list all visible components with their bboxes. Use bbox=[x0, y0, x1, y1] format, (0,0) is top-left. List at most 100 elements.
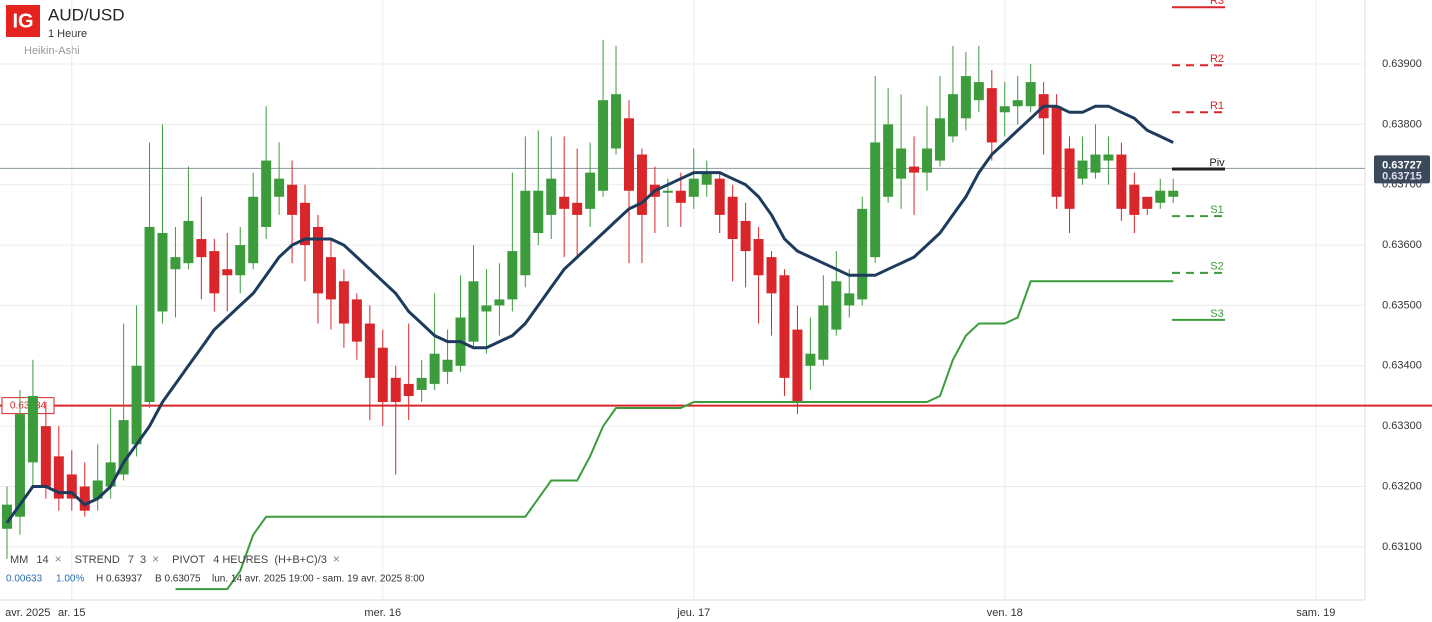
candle-body bbox=[792, 329, 803, 403]
x-tick-label: mer. 16 bbox=[364, 607, 401, 619]
y-tick-label: 0.63600 bbox=[1382, 239, 1422, 251]
candle-body bbox=[40, 426, 51, 487]
candle-body bbox=[1116, 154, 1127, 209]
candle-body bbox=[222, 269, 233, 276]
candle-body bbox=[312, 226, 323, 294]
indicator-params: 7 3 bbox=[128, 554, 146, 566]
price-badge-label-2: 0.63715 bbox=[1382, 170, 1422, 182]
y-tick-label: 0.63800 bbox=[1382, 118, 1422, 130]
candle-body bbox=[468, 281, 479, 342]
candle-body bbox=[520, 190, 531, 276]
stat-high: H 0.63937 bbox=[96, 574, 143, 585]
candle-body bbox=[909, 166, 920, 173]
candle-body bbox=[818, 305, 829, 360]
candle-body bbox=[688, 178, 699, 197]
candle-body bbox=[92, 480, 103, 499]
candle-body bbox=[546, 178, 557, 215]
candle-body bbox=[1103, 154, 1114, 161]
pivot-label: R1 bbox=[1210, 100, 1224, 112]
candle-body bbox=[325, 257, 336, 300]
stat-change: 0.00633 bbox=[6, 574, 43, 585]
candle-body bbox=[183, 220, 194, 264]
candle-body bbox=[753, 239, 764, 276]
pivot-label: R2 bbox=[1210, 53, 1224, 65]
candle-body bbox=[364, 323, 375, 378]
candle-body bbox=[986, 88, 997, 143]
candle-body bbox=[922, 148, 933, 173]
indicator-line bbox=[5, 104, 1174, 524]
y-tick-label: 0.63300 bbox=[1382, 420, 1422, 432]
indicator-name: PIVOT bbox=[172, 554, 205, 566]
candle-body bbox=[338, 281, 349, 324]
candle-body bbox=[1012, 100, 1023, 107]
candle-body bbox=[507, 251, 518, 300]
candle-body bbox=[274, 178, 285, 197]
candle-body bbox=[585, 172, 596, 209]
candle-body bbox=[209, 251, 220, 294]
candle-body bbox=[999, 106, 1010, 113]
candle-body bbox=[1051, 106, 1062, 197]
candle-body bbox=[896, 148, 907, 179]
y-tick-label: 0.63200 bbox=[1382, 480, 1422, 492]
candle-body bbox=[662, 190, 673, 193]
candle-body bbox=[883, 124, 894, 197]
pivot-label: S1 bbox=[1210, 204, 1223, 216]
candle-body bbox=[1155, 190, 1166, 203]
x-tick-label: ven. 18 bbox=[987, 607, 1023, 619]
candle-body bbox=[403, 383, 414, 396]
candle-body bbox=[248, 196, 259, 264]
price-badge-label: 0.63727 bbox=[1382, 159, 1422, 171]
indicator-close[interactable]: × bbox=[55, 552, 62, 566]
candle-body bbox=[844, 293, 855, 306]
candle-body bbox=[157, 232, 168, 312]
candle-body bbox=[235, 245, 246, 276]
candle-body bbox=[740, 220, 751, 252]
chart-title: AUD/USD bbox=[48, 5, 125, 24]
candle-body bbox=[766, 257, 777, 294]
candle-body bbox=[261, 160, 272, 227]
candle-body bbox=[559, 196, 570, 209]
candle-body bbox=[598, 100, 609, 191]
candle-body bbox=[857, 208, 868, 300]
candle-body bbox=[196, 239, 207, 258]
candle-body bbox=[442, 359, 453, 372]
stat-change-pct: 1.00% bbox=[56, 574, 84, 585]
y-tick-label: 0.63900 bbox=[1382, 58, 1422, 70]
candle-body bbox=[494, 299, 505, 306]
candle-body bbox=[66, 474, 77, 499]
logo-box bbox=[6, 5, 40, 37]
y-tick-label: 0.63500 bbox=[1382, 299, 1422, 311]
candle-body bbox=[429, 353, 440, 384]
candle-body bbox=[572, 202, 583, 215]
pivot-label: S3 bbox=[1210, 308, 1223, 320]
indicator-params: 4 HEURES (H+B+C)/3 bbox=[213, 554, 327, 566]
candle-body bbox=[611, 94, 622, 149]
candle-body bbox=[636, 154, 647, 215]
candle-body bbox=[53, 456, 64, 499]
candle-body bbox=[779, 275, 790, 378]
candle-body bbox=[1090, 154, 1101, 173]
indicator-name: MM bbox=[10, 554, 28, 566]
candle-body bbox=[805, 353, 816, 366]
candle-body bbox=[973, 82, 984, 101]
price-badge bbox=[1374, 155, 1430, 184]
x-tick-label: avr. 2025 bbox=[5, 607, 50, 619]
y-tick-label: 0.63400 bbox=[1382, 360, 1422, 372]
candle-body bbox=[1129, 184, 1140, 215]
x-tick-label: jeu. 17 bbox=[676, 607, 710, 619]
candle-body bbox=[377, 347, 388, 403]
indicator-close[interactable]: × bbox=[333, 552, 340, 566]
candle-body bbox=[1025, 82, 1036, 107]
candle-body bbox=[300, 202, 311, 246]
x-tick-label: ar. 15 bbox=[58, 607, 86, 619]
indicator-close[interactable]: × bbox=[152, 552, 159, 566]
candle-body bbox=[701, 172, 712, 185]
candle-body bbox=[1168, 190, 1179, 197]
candle-body bbox=[144, 226, 155, 403]
candle-body bbox=[481, 305, 492, 312]
candle-body bbox=[170, 257, 181, 270]
candle-body bbox=[351, 299, 362, 342]
x-tick-label: sam. 19 bbox=[1296, 607, 1335, 619]
